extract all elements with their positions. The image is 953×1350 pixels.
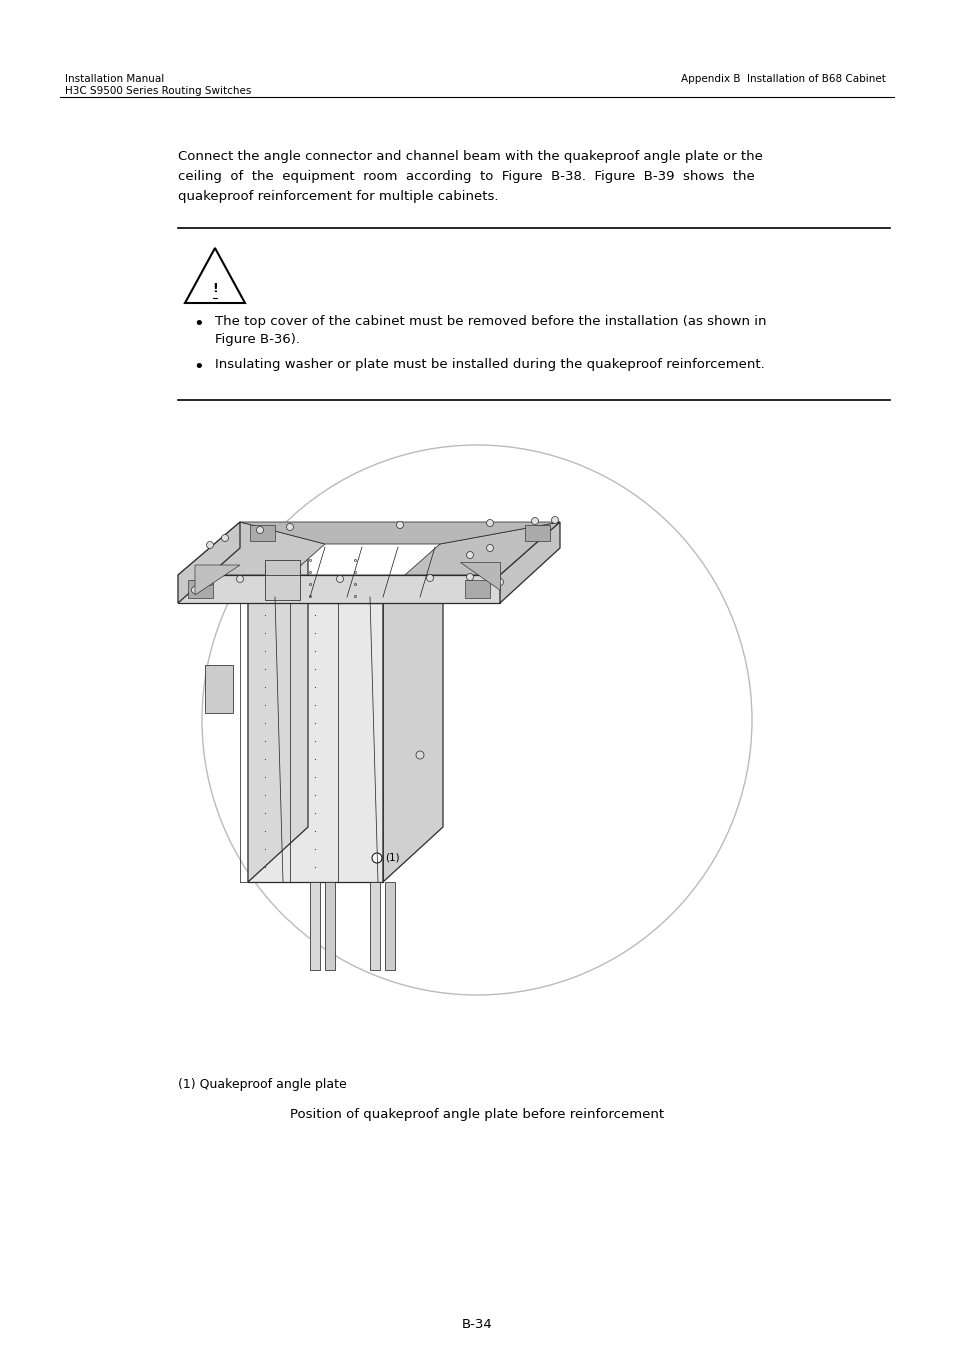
Text: B-34: B-34 bbox=[461, 1318, 492, 1331]
Bar bbox=[524, 525, 550, 541]
Circle shape bbox=[372, 853, 381, 863]
Circle shape bbox=[486, 520, 493, 526]
Circle shape bbox=[206, 541, 213, 548]
Text: H3C S9500 Series Routing Switches: H3C S9500 Series Routing Switches bbox=[65, 86, 251, 96]
Bar bbox=[188, 580, 213, 598]
Circle shape bbox=[466, 552, 473, 559]
Text: quakeproof reinforcement for multiple cabinets.: quakeproof reinforcement for multiple ca… bbox=[178, 190, 498, 202]
Polygon shape bbox=[382, 548, 442, 882]
Circle shape bbox=[531, 517, 537, 525]
Circle shape bbox=[486, 544, 493, 552]
Polygon shape bbox=[178, 575, 499, 603]
Bar bbox=[205, 666, 233, 713]
Circle shape bbox=[416, 751, 423, 759]
Text: Figure B-36).: Figure B-36). bbox=[214, 333, 299, 346]
Polygon shape bbox=[248, 603, 382, 882]
Text: Insulating washer or plate must be installed during the quakeproof reinforcement: Insulating washer or plate must be insta… bbox=[214, 358, 764, 371]
Bar bbox=[265, 560, 299, 575]
Polygon shape bbox=[178, 522, 240, 603]
Circle shape bbox=[466, 574, 473, 580]
Polygon shape bbox=[178, 522, 325, 597]
Circle shape bbox=[496, 579, 503, 586]
Circle shape bbox=[426, 575, 433, 582]
Bar bbox=[265, 570, 299, 599]
Text: Connect the angle connector and channel beam with the quakeproof angle plate or : Connect the angle connector and channel … bbox=[178, 150, 762, 163]
Circle shape bbox=[491, 572, 498, 579]
Bar bbox=[385, 882, 395, 971]
Circle shape bbox=[192, 586, 198, 594]
Text: The top cover of the cabinet must be removed before the installation (as shown i: The top cover of the cabinet must be rem… bbox=[214, 315, 765, 328]
Bar bbox=[370, 882, 379, 971]
Text: Installation Manual: Installation Manual bbox=[65, 74, 164, 84]
Circle shape bbox=[206, 579, 213, 586]
Text: •: • bbox=[193, 358, 204, 377]
Text: !: ! bbox=[212, 282, 217, 296]
Text: •: • bbox=[193, 315, 204, 333]
Polygon shape bbox=[178, 575, 499, 597]
Bar bbox=[464, 580, 490, 598]
Polygon shape bbox=[499, 522, 559, 603]
Bar bbox=[325, 882, 335, 971]
Bar bbox=[310, 882, 319, 971]
Text: Appendix B  Installation of B68 Cabinet: Appendix B Installation of B68 Cabinet bbox=[680, 74, 885, 84]
Text: (1): (1) bbox=[385, 853, 399, 863]
Circle shape bbox=[256, 526, 263, 533]
Bar bbox=[250, 525, 274, 541]
Polygon shape bbox=[248, 548, 308, 882]
Circle shape bbox=[286, 524, 294, 531]
Circle shape bbox=[396, 521, 403, 528]
Text: (1) Quakeproof angle plate: (1) Quakeproof angle plate bbox=[178, 1079, 346, 1091]
Text: Position of quakeproof angle plate before reinforcement: Position of quakeproof angle plate befor… bbox=[290, 1108, 663, 1120]
Polygon shape bbox=[379, 522, 559, 597]
Circle shape bbox=[551, 517, 558, 524]
Polygon shape bbox=[240, 522, 559, 544]
Polygon shape bbox=[194, 566, 240, 595]
Text: ceiling  of  the  equipment  room  according  to  Figure  B-38.  Figure  B-39  s: ceiling of the equipment room according … bbox=[178, 170, 754, 184]
Circle shape bbox=[221, 535, 229, 541]
Circle shape bbox=[336, 575, 343, 582]
Polygon shape bbox=[459, 562, 499, 590]
Circle shape bbox=[236, 575, 243, 582]
